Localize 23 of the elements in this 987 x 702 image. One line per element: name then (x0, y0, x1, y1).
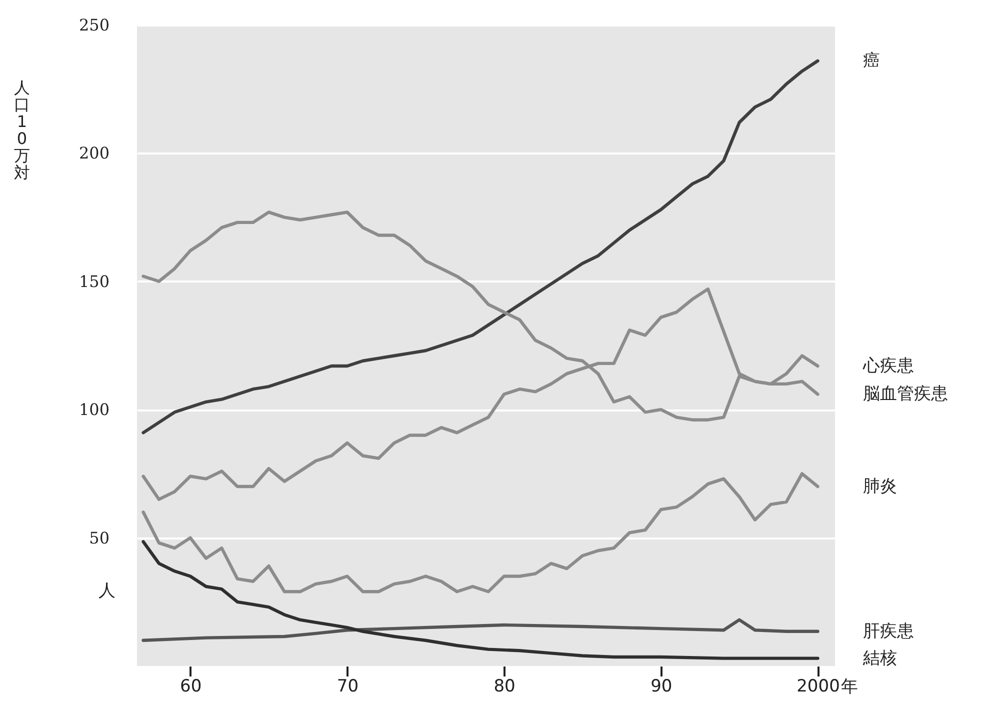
text: 肺炎 (863, 476, 897, 497)
y-tick-label: 100 (78, 400, 110, 420)
text: 癌 (863, 50, 880, 71)
y-axis-title: 人口10万対 (14, 78, 30, 182)
y-tick-label: 50 (89, 528, 110, 548)
x-tick-label: 2000 (796, 676, 840, 696)
x-tick-label: 90 (650, 676, 672, 696)
y-tick-label: 200 (78, 144, 110, 163)
x-tick-label: 60 (180, 676, 202, 696)
text: 肝疾患 (863, 621, 914, 642)
text: 脳血管疾患 (863, 384, 948, 404)
x-tick-label: 70 (336, 676, 359, 696)
x-axis-title: 年 (841, 677, 858, 697)
line-series (142, 618, 820, 642)
text: 心疾患 (862, 356, 914, 376)
text: 結核 (862, 648, 897, 668)
line-series (142, 472, 820, 594)
y-tick-label: 150 (78, 272, 110, 291)
line-series (142, 59, 820, 434)
x-tick-label: 80 (494, 676, 516, 696)
line-series (142, 540, 820, 660)
text: 人 (98, 581, 116, 601)
y-tick-label: 250 (78, 16, 110, 34)
